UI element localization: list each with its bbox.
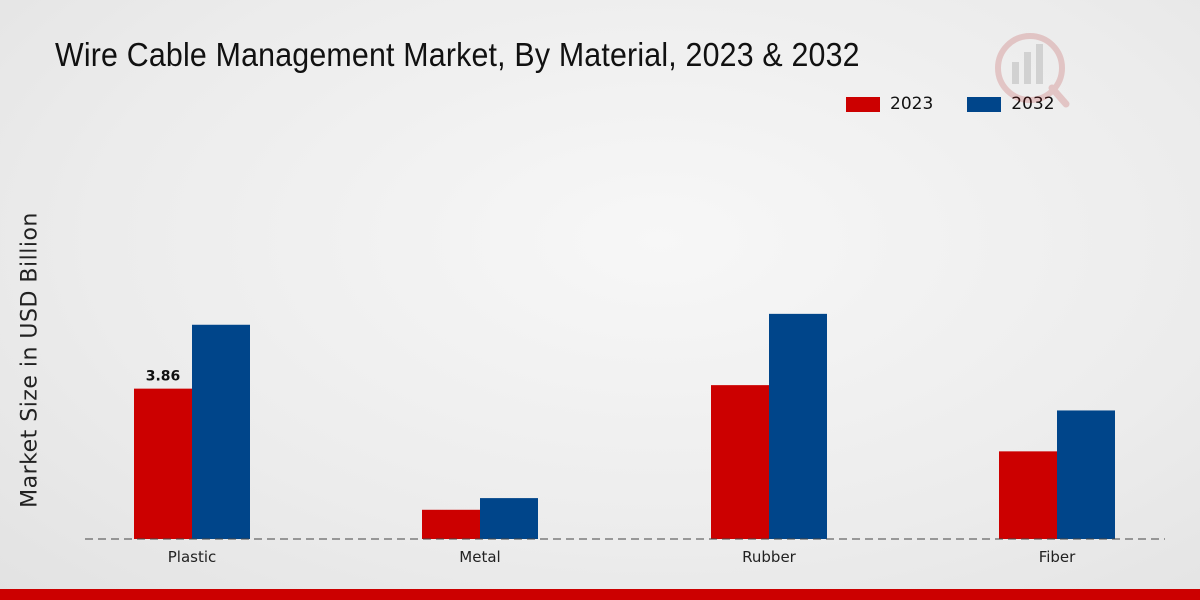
legend-swatch-2032 — [967, 96, 1002, 112]
bar-2032-fiber — [1057, 410, 1115, 539]
legend-label-2032: 2032 — [1011, 94, 1055, 114]
x-tick-label-rubber: Rubber — [742, 548, 797, 566]
legend: 2023 2032 — [846, 94, 1089, 114]
bar-2032-rubber — [769, 313, 827, 539]
x-tick-label-fiber: Fiber — [1039, 548, 1076, 566]
bar-2032-metal — [480, 498, 538, 539]
legend-swatch-2023 — [846, 96, 880, 112]
bar-2023-rubber — [711, 385, 769, 539]
chart-title: Wire Cable Management Market, By Materia… — [55, 36, 860, 73]
watermark-logo-icon — [995, 33, 1070, 108]
footer-accent-bar — [0, 589, 1200, 600]
x-tick-label-plastic: Plastic — [168, 548, 217, 566]
x-tick-label-metal: Metal — [459, 548, 500, 566]
bar-2023-plastic — [134, 388, 192, 539]
bar-2023-fiber — [999, 451, 1057, 539]
bar-2023-metal — [422, 509, 480, 539]
legend-label-2023: 2023 — [890, 94, 934, 114]
legend-item-2023: 2023 — [846, 94, 933, 114]
bar-2032-plastic — [192, 324, 250, 539]
legend-item-2032: 2032 — [967, 94, 1055, 114]
data-label-2023-plastic: 3.86 — [146, 369, 181, 385]
